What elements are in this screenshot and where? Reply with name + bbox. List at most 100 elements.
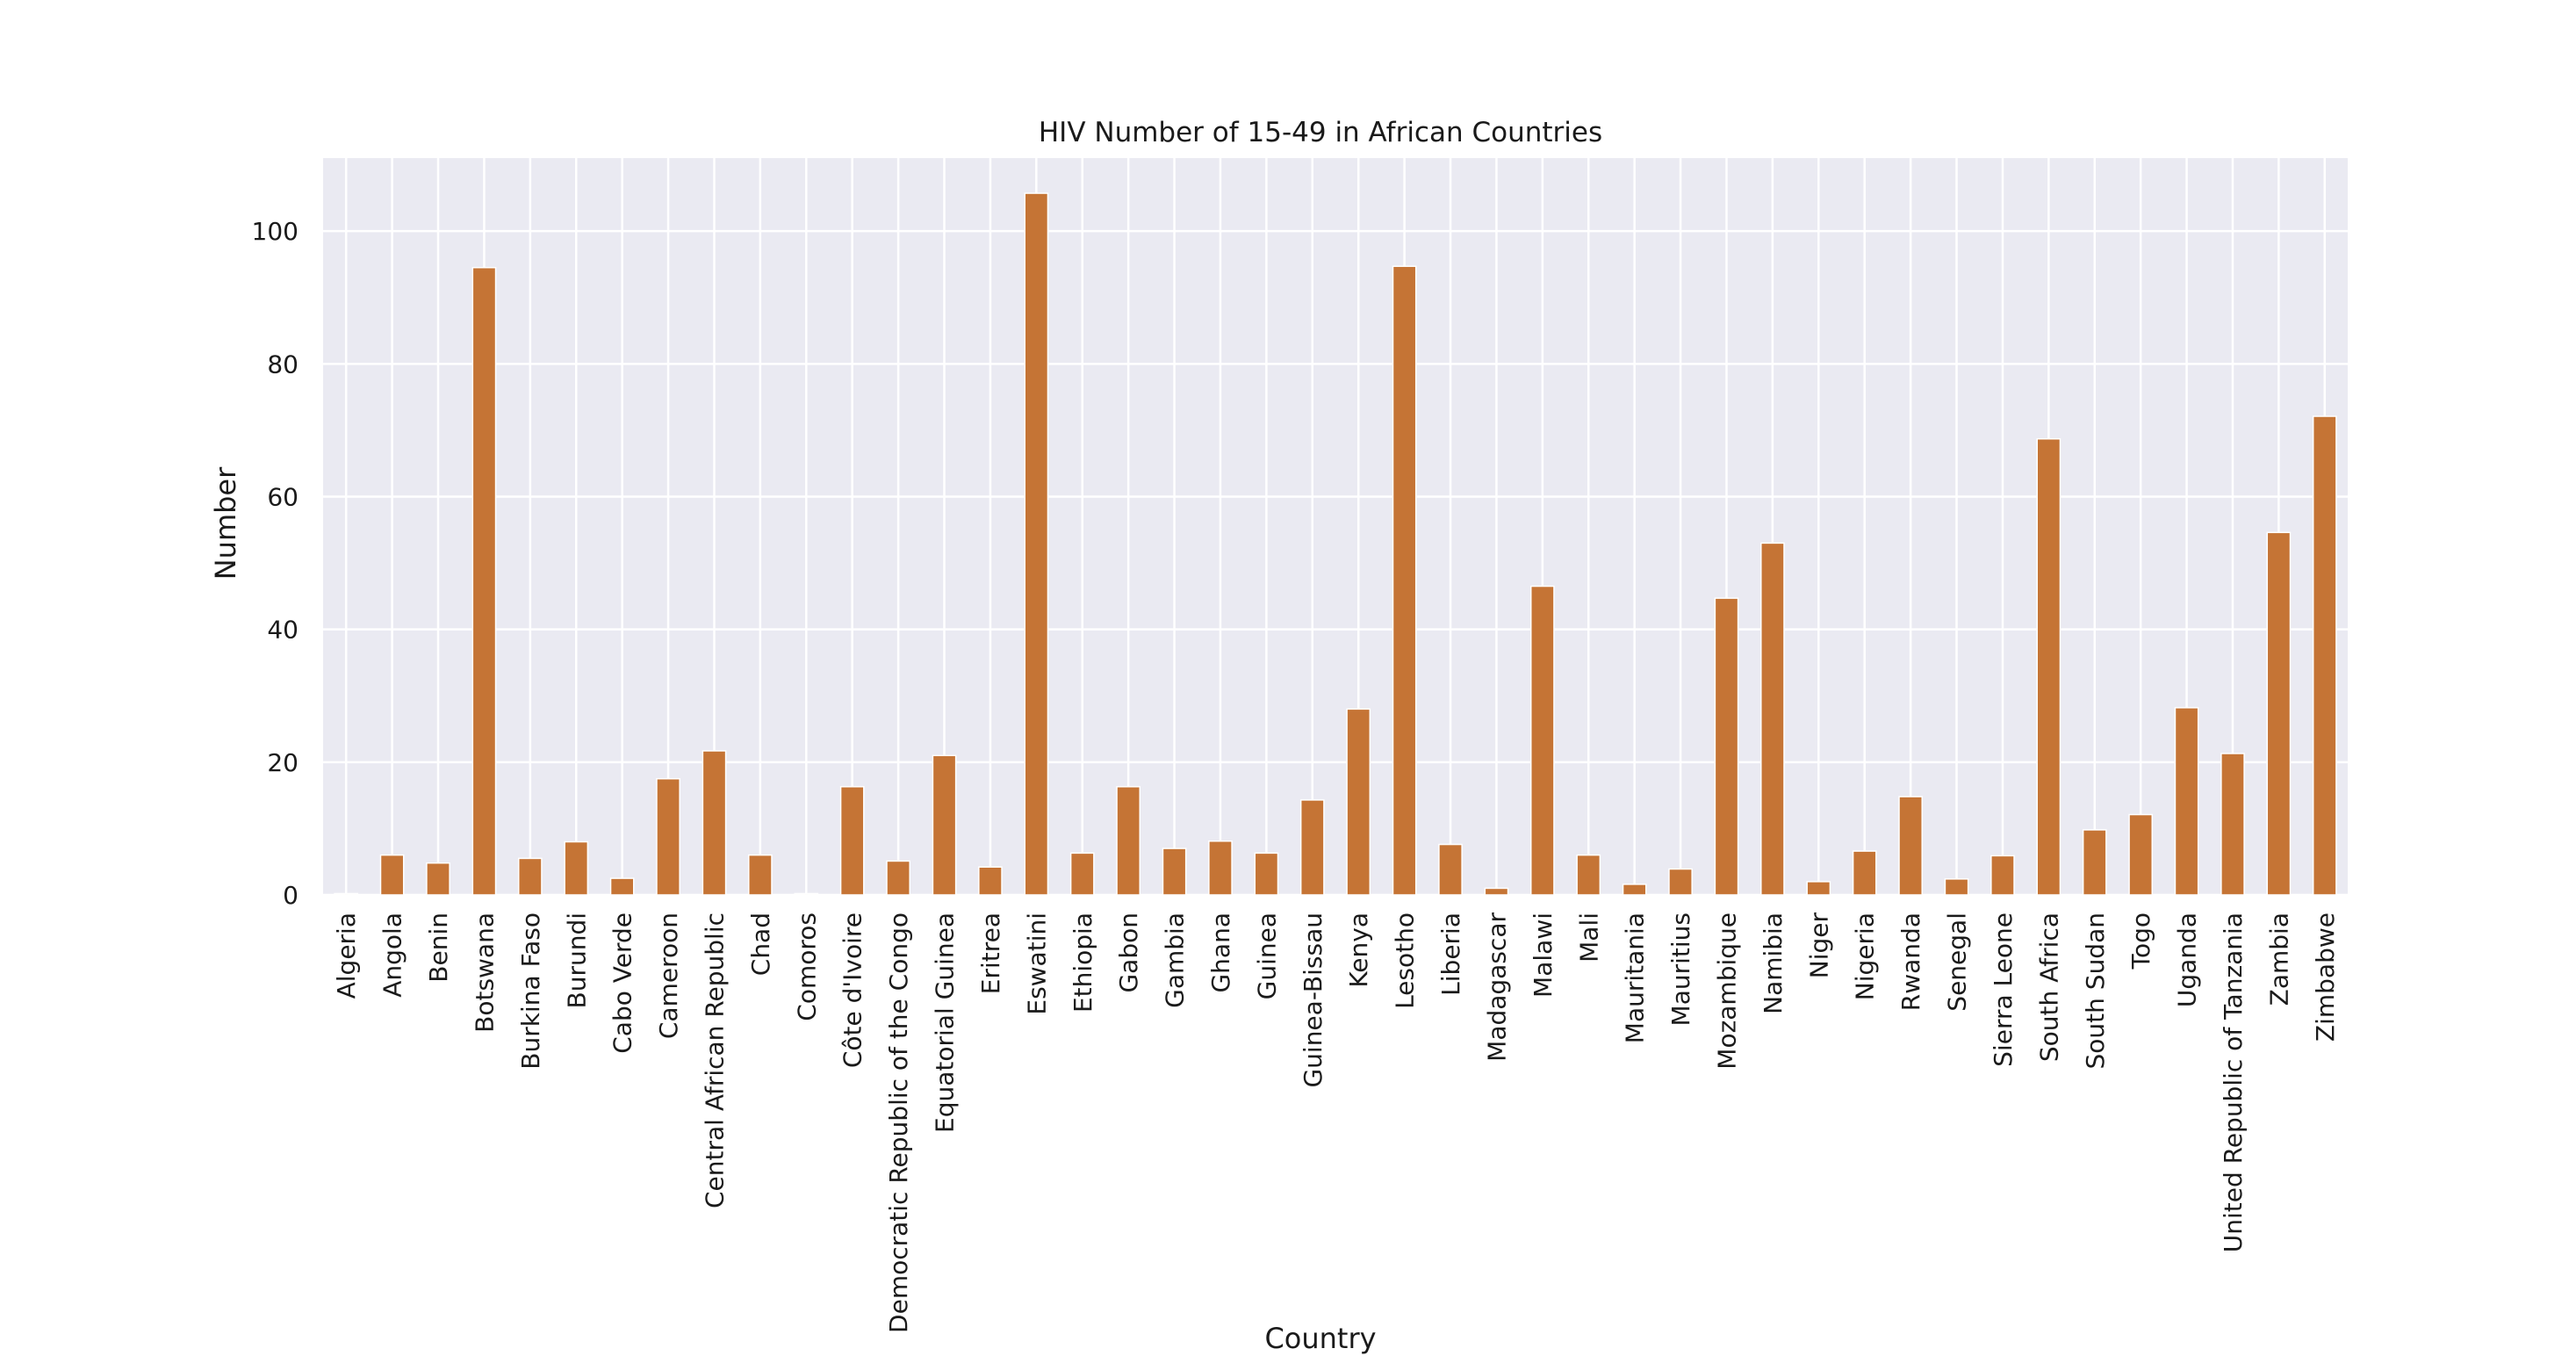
bar <box>517 857 543 896</box>
y-tick-labels: 0 20 40 60 80 100 <box>252 217 299 910</box>
x-tick-label: South Sudan <box>2081 912 2110 1069</box>
bar <box>1944 878 1969 896</box>
bars <box>334 192 2337 896</box>
x-tick-label: Central African Republic <box>700 912 729 1208</box>
x-tick-label: Equatorial Guinea <box>931 912 960 1133</box>
bar <box>1116 786 1141 896</box>
x-tick-label: Niger <box>1804 912 1833 979</box>
bar <box>1990 855 2015 896</box>
bar <box>2266 531 2292 896</box>
bar <box>1024 192 1049 896</box>
x-tick-label: Gambia <box>1161 912 1190 1008</box>
x-tick-label: Mauritania <box>1621 912 1650 1043</box>
y-tick-label: 20 <box>267 748 299 777</box>
bar <box>334 892 359 896</box>
y-tick-label: 0 <box>283 881 299 910</box>
bar <box>1346 708 1371 896</box>
bar <box>2220 753 2245 896</box>
x-tick-label: Togo <box>2126 912 2155 970</box>
bar <box>1254 852 1279 896</box>
bar <box>1576 854 1601 896</box>
chart-title: HIV Number of 15-49 in African Countries <box>1039 117 1602 148</box>
bar <box>2128 813 2154 896</box>
x-tick-label: Kenya <box>1344 912 1373 988</box>
bar <box>1299 799 1325 896</box>
bar <box>1529 585 1555 896</box>
x-tick-label: Nigeria <box>1851 912 1880 1000</box>
x-axis-title: Country <box>1264 1322 1376 1355</box>
bar <box>1162 847 1187 896</box>
x-tick-label: Cameroon <box>654 912 683 1039</box>
bar <box>978 866 1003 896</box>
x-tick-label: Benin <box>424 912 453 983</box>
x-tick-label: Burundi <box>562 912 591 1009</box>
x-tick-label: Madagascar <box>1482 912 1511 1062</box>
bar <box>1668 868 1693 896</box>
x-tick-labels: Algeria Angola Benin Botswana Burkina Faso Bu… <box>332 912 2340 1333</box>
x-tick-label: Namibia <box>1759 912 1788 1014</box>
bar <box>564 840 589 896</box>
x-tick-label: Lesotho <box>1391 912 1420 1009</box>
bar <box>932 754 957 896</box>
bar <box>794 892 819 896</box>
x-tick-label: Guinea <box>1252 912 1281 999</box>
x-tick-label: Eritrea <box>976 912 1005 994</box>
x-tick-label: Zimbabwe <box>2311 912 2340 1042</box>
x-tick-label: Sierra Leone <box>1989 912 2018 1067</box>
x-tick-label: United Republic of Tanzania <box>2219 912 2248 1252</box>
x-tick-label: Rwanda <box>1896 912 1925 1011</box>
bar <box>1714 597 1739 896</box>
bar <box>656 777 680 896</box>
x-tick-label: Eswatini <box>1022 912 1051 1015</box>
bar <box>1852 850 1877 896</box>
bar <box>379 854 405 896</box>
x-tick-label: Botswana <box>470 912 499 1033</box>
bar <box>2312 415 2337 896</box>
x-tick-label: Algeria <box>332 912 361 999</box>
bar <box>471 266 497 896</box>
x-tick-label: South Africa <box>2034 912 2063 1062</box>
plot-area <box>323 158 2348 895</box>
x-tick-label: Cabo Verde <box>608 912 637 1054</box>
x-tick-label: Senegal <box>1943 912 1972 1012</box>
bar <box>1760 542 1785 896</box>
bar <box>1806 881 1831 896</box>
x-tick-label: Mali <box>1574 912 1603 963</box>
x-tick-label: Malawi <box>1529 912 1558 998</box>
x-tick-label: Mauritius <box>1666 912 1695 1026</box>
bar <box>748 854 773 896</box>
bar <box>2174 707 2199 896</box>
x-tick-label: Angola <box>378 912 407 998</box>
bar <box>1622 883 1647 896</box>
x-tick-label: Gabon <box>1114 912 1143 993</box>
bar <box>1898 796 1923 896</box>
bar <box>2036 437 2062 896</box>
x-tick-label: Democratic Republic of the Congo <box>884 912 913 1333</box>
bar <box>702 750 727 896</box>
y-tick-label: 60 <box>267 482 299 511</box>
bar <box>1392 265 1417 896</box>
y-tick-label: 40 <box>267 616 299 645</box>
x-tick-label: Côte d'Ivoire <box>838 912 867 1068</box>
x-tick-label: Guinea-Bissau <box>1299 912 1328 1088</box>
bar <box>839 786 865 896</box>
x-tick-label: Ghana <box>1206 912 1235 993</box>
bar <box>609 877 635 896</box>
y-tick-label: 80 <box>267 350 299 379</box>
bar <box>1208 840 1233 896</box>
bar <box>1484 887 1509 896</box>
x-tick-label: Ethiopia <box>1069 912 1097 1013</box>
x-tick-label: Uganda <box>2173 912 2202 1007</box>
y-axis-title: Number <box>209 466 242 580</box>
bar <box>1438 843 1463 896</box>
x-tick-label: Liberia <box>1436 912 1465 996</box>
bar <box>2082 829 2107 896</box>
x-tick-label: Chad <box>746 912 775 976</box>
bar <box>426 862 450 896</box>
x-tick-label: Mozambique <box>1712 912 1741 1070</box>
x-tick-label: Burkina Faso <box>516 912 545 1070</box>
y-tick-label: 100 <box>252 217 299 246</box>
bar <box>1069 852 1095 896</box>
x-tick-label: Zambia <box>2264 912 2293 1006</box>
